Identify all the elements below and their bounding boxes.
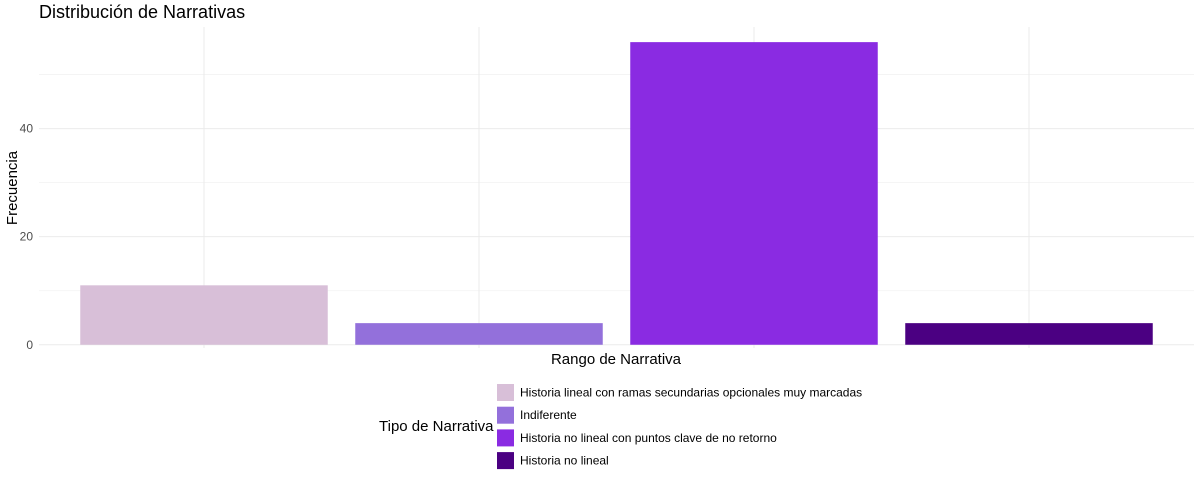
legend-title: Tipo de Narrativa bbox=[379, 418, 494, 435]
legend-label: Indiferente bbox=[520, 408, 577, 422]
legend-swatch bbox=[497, 429, 514, 447]
legend-label: Historia no lineal bbox=[520, 454, 609, 468]
y-tick-label: 40 bbox=[20, 122, 34, 136]
legend-label: Historia lineal con ramas secundarias op… bbox=[520, 386, 862, 400]
x-axis-title: Rango de Narrativa bbox=[551, 351, 682, 368]
legend-swatch bbox=[497, 406, 514, 424]
y-axis-title: Frecuencia bbox=[4, 150, 21, 225]
bar bbox=[905, 323, 1153, 345]
legend-swatch bbox=[497, 384, 514, 401]
legend-swatch bbox=[497, 452, 514, 470]
y-tick-label: 20 bbox=[20, 230, 34, 244]
bar bbox=[630, 42, 878, 345]
bar bbox=[80, 285, 328, 345]
bar bbox=[355, 323, 603, 345]
bars bbox=[80, 42, 1153, 345]
legend-label: Historia no lineal con puntos clave de n… bbox=[520, 431, 777, 445]
chart-title: Distribución de Narrativas bbox=[39, 2, 245, 22]
y-axis-ticks: 0 20 40 bbox=[20, 122, 34, 352]
y-tick-label: 0 bbox=[26, 338, 33, 352]
legend: Tipo de Narrativa Historia lineal con ra… bbox=[379, 384, 862, 470]
